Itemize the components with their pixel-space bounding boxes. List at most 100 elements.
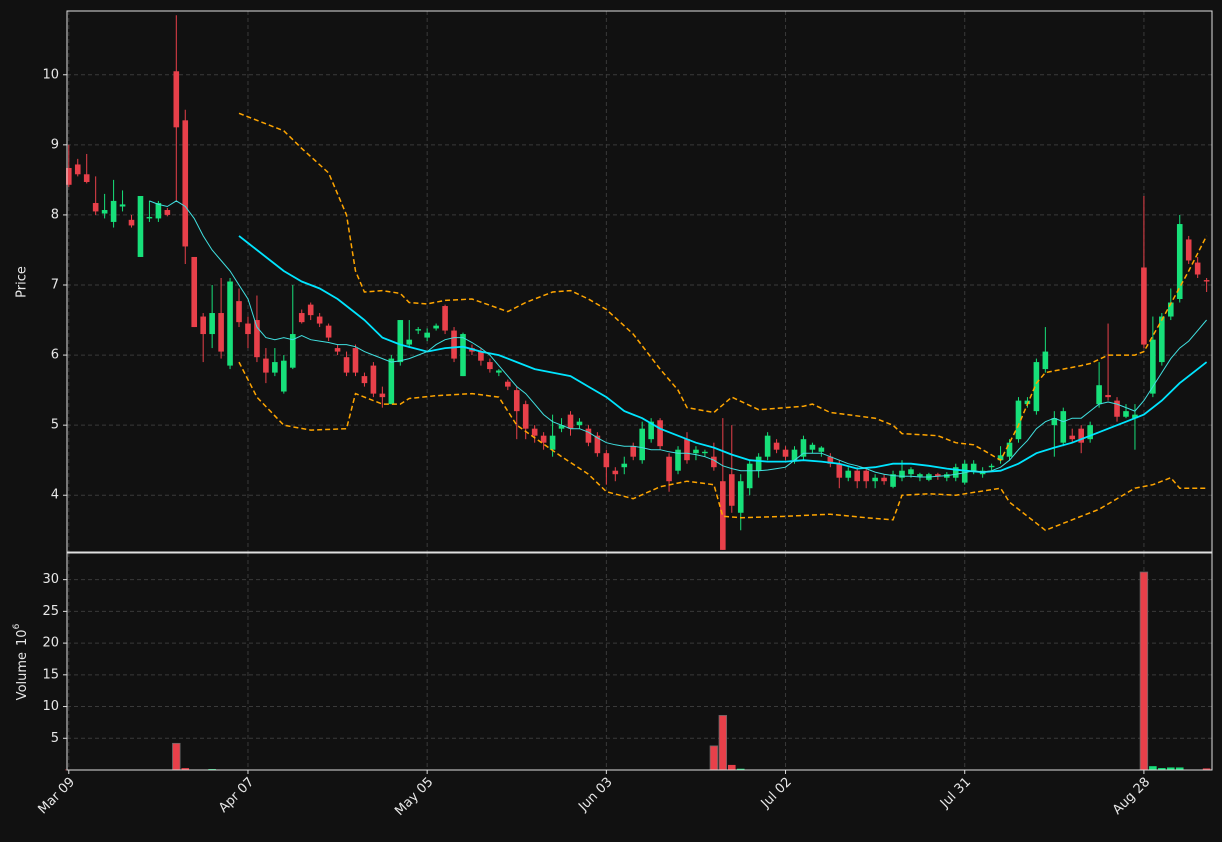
moving-average	[149, 200, 1207, 478]
candle-body	[379, 393, 386, 398]
volume-scale-exponent: 6	[12, 623, 22, 629]
candle-body	[764, 435, 771, 457]
candle-body	[1069, 435, 1076, 440]
volume-bar	[1139, 571, 1149, 771]
candle-body	[442, 306, 448, 331]
panel-background	[67, 553, 1212, 770]
candle-body	[782, 449, 789, 457]
candle-body	[970, 463, 977, 471]
candle-body	[1150, 339, 1156, 394]
candle-body	[540, 435, 547, 443]
candle-body	[119, 204, 126, 207]
candle-body	[460, 334, 466, 377]
x-tick-label: Mar 09	[36, 775, 79, 818]
candle-body	[415, 329, 422, 331]
candle-body	[164, 210, 171, 215]
panel-frame	[66, 552, 1213, 771]
volume-bar	[1149, 766, 1157, 770]
candle-body	[316, 316, 323, 324]
volume-bar	[727, 764, 736, 770]
candle-body	[101, 210, 108, 214]
candle-body	[1096, 385, 1102, 405]
y-tick-label: 6	[51, 348, 59, 363]
x-tick-label: Apr 07	[216, 775, 257, 816]
candle-body	[693, 449, 699, 454]
y-tick-label: 20	[42, 636, 59, 651]
candle-body	[513, 390, 520, 412]
band-line	[238, 361, 1207, 532]
candle-body	[281, 360, 287, 392]
candle-body	[1167, 302, 1174, 317]
candle-body	[988, 465, 995, 468]
candle-body	[917, 474, 923, 477]
candle-body	[424, 332, 430, 338]
candle-body	[800, 439, 807, 457]
candle-body	[720, 481, 726, 550]
candle-body	[531, 428, 538, 436]
candle-body	[890, 474, 896, 487]
candle-body	[397, 320, 404, 363]
candle-body	[92, 203, 99, 212]
volume-bar	[718, 715, 728, 771]
volume-bar	[709, 745, 719, 771]
volume-bar	[736, 768, 745, 770]
candle-body	[289, 334, 296, 368]
candle-body	[872, 477, 878, 482]
candle-body	[218, 313, 224, 352]
x-tick-label: Jul 31	[937, 775, 974, 812]
candle-body	[352, 348, 359, 373]
candle-body	[755, 456, 762, 471]
candle-body	[621, 463, 628, 468]
candle-body	[648, 421, 654, 440]
candle-body	[200, 316, 206, 335]
candle-body	[298, 313, 305, 323]
candle-body	[370, 365, 377, 394]
candle-body	[558, 425, 565, 429]
candle-body	[1203, 280, 1210, 282]
candle-body	[1051, 418, 1058, 426]
candle-body	[451, 330, 457, 359]
y-tick-label: 4	[51, 488, 59, 503]
candle-body	[272, 362, 278, 373]
candle-body	[433, 325, 439, 329]
candle-body	[146, 217, 153, 219]
panel-background	[67, 11, 1212, 552]
candle-body	[854, 470, 861, 482]
candle-body	[388, 358, 395, 405]
candle-body	[746, 463, 753, 489]
volume-bar	[1202, 768, 1211, 770]
candle-body	[666, 456, 672, 482]
candle-body	[478, 351, 484, 361]
candle-body	[245, 323, 251, 335]
candle-body	[334, 348, 341, 352]
candle-body	[496, 370, 502, 373]
candle-body	[827, 456, 834, 464]
volume-bar	[172, 742, 181, 771]
candle-body	[818, 447, 825, 452]
x-tick-label: Aug 28	[1110, 775, 1153, 818]
candle-body	[254, 320, 260, 358]
y-tick-label: 7	[51, 278, 59, 293]
candle-body	[899, 470, 905, 478]
volume-bar	[1158, 768, 1166, 770]
candle-body	[227, 281, 233, 366]
candle-body	[236, 301, 242, 323]
y-tick-label: 9	[51, 137, 59, 152]
candle-body	[603, 453, 610, 468]
y-tick-label: 10	[42, 67, 59, 82]
candle-body	[1078, 428, 1084, 443]
price-axis-label: Price	[15, 266, 30, 298]
volume-bar	[1166, 767, 1175, 770]
candle-body	[1105, 395, 1111, 398]
candle-body	[657, 420, 663, 447]
moving-average	[238, 235, 1208, 474]
y-tick-label: 8	[51, 207, 59, 222]
candle-body	[1141, 267, 1147, 345]
panel-frame	[66, 10, 1213, 553]
candle-body	[83, 174, 90, 182]
candle-body	[809, 444, 816, 450]
x-tick-label: Jul 02	[758, 775, 795, 812]
candle-body	[74, 164, 81, 175]
y-tick-label: 5	[51, 418, 59, 433]
candle-body	[737, 481, 744, 513]
